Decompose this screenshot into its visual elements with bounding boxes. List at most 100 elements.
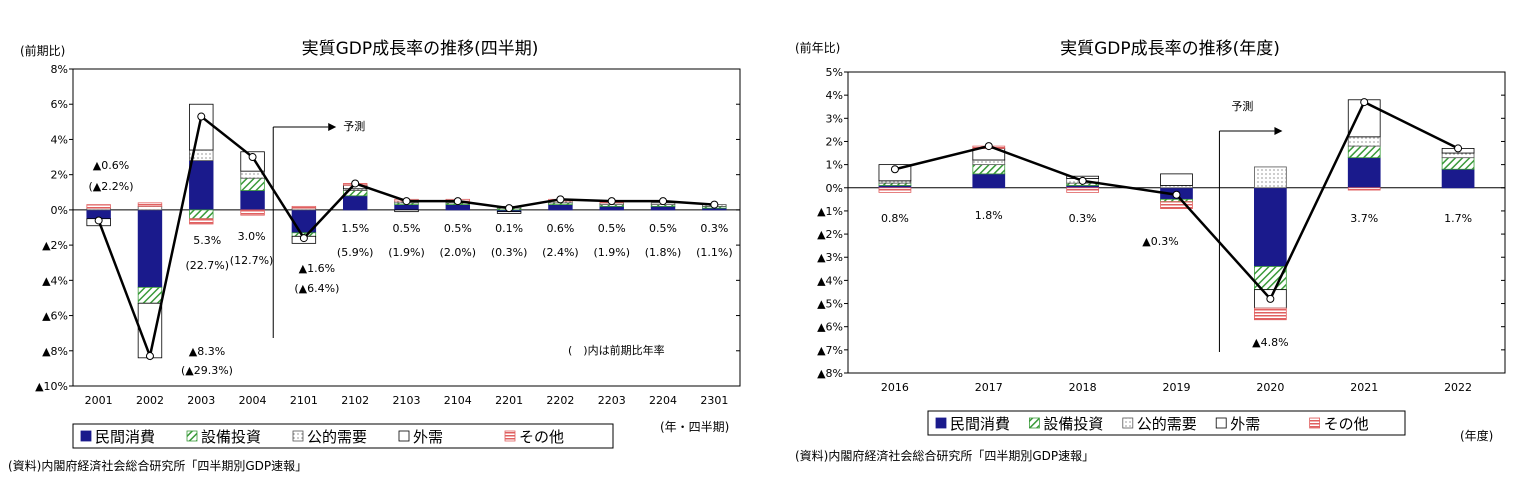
total-growth-point (402, 197, 411, 206)
left-y-unit-label: (前期比) (20, 43, 65, 58)
bar-segment-net-exports (1160, 173, 1193, 186)
y-tick-label: ▲6% (42, 310, 68, 323)
bar-segment-other (1160, 201, 1193, 210)
right-annual-chart: 5% 4% 3% 2% 1% 0% ▲1% ▲2% ▲3% ▲4% ▲5% ▲6% ▲7% ▲8% 2016… (817, 66, 1506, 394)
bar-segment-other (240, 209, 265, 216)
data-label-growth: 0.3% (700, 222, 728, 235)
data-label-growth: 0.8% (881, 212, 909, 225)
x-tick-label: 2101 (290, 394, 318, 407)
data-label-growth: 3.7% (1350, 212, 1378, 225)
data-label-growth: ▲8.3% (189, 345, 225, 358)
plot-frame (847, 71, 1506, 374)
legend-label: 公的需要 (307, 428, 367, 446)
x-tick-label: 2019 (1163, 381, 1191, 394)
bar-segment-public-demand (137, 205, 163, 211)
total-growth-point (1360, 98, 1369, 107)
data-label-annualized: (2.4%) (542, 246, 579, 259)
data-label-growth: ▲4.8% (1252, 336, 1288, 349)
bar-segment-capex (189, 209, 214, 220)
bar-segment-public-demand (1441, 152, 1475, 159)
bar-segment-other (1066, 187, 1099, 193)
bar-segment-private-consumption (548, 204, 573, 211)
left-quarterly-chart: 8% 6% 4% 2% 0% ▲2% ▲4% ▲6% ▲8% ▲10% 2001 2002 2003 20… (35, 63, 741, 407)
data-label-growth: 0.5% (444, 222, 472, 235)
bar-segment-private-consumption (972, 173, 1006, 189)
total-growth-point (659, 197, 668, 206)
x-tick-label: 2017 (975, 381, 1003, 394)
y-tick-label: 0% (51, 204, 68, 217)
total-growth-point (1266, 294, 1275, 303)
total-growth-point (248, 153, 257, 162)
legend-swatch (1122, 417, 1134, 429)
data-label-annualized: (1.8%) (645, 246, 682, 259)
total-growth-point (299, 234, 308, 243)
legend-box (72, 423, 614, 449)
total-growth-point (1172, 190, 1181, 199)
x-tick-label: 2202 (546, 394, 574, 407)
bar-segment-private-consumption (137, 209, 163, 288)
legend-label: 外需 (413, 428, 443, 446)
total-growth-point (710, 200, 719, 209)
x-tick-label: 2102 (341, 394, 369, 407)
data-label-growth: 3.0% (238, 230, 266, 243)
total-growth-point (984, 142, 993, 151)
x-tick-label: 2020 (1256, 381, 1284, 394)
bar-segment-other (137, 202, 163, 207)
bar-segment-other (1347, 187, 1381, 191)
y-tick-label: 2% (826, 135, 843, 148)
bar-segment-other (878, 187, 912, 193)
y-tick-label: ▲3% (817, 251, 843, 264)
data-label-annualized: (12.7%) (230, 254, 274, 267)
data-label-growth: ▲0.3% (1142, 235, 1178, 248)
bar-segment-capex (137, 286, 163, 304)
bar-segment-net-exports (137, 302, 163, 359)
total-growth-point (890, 165, 899, 174)
data-label-growth: 0.6% (546, 222, 574, 235)
data-label-annualized: (5.9%) (337, 246, 374, 259)
total-growth-point (556, 195, 565, 204)
bar-segment-capex (1441, 157, 1475, 170)
bar-segment-private-consumption (1441, 168, 1475, 189)
y-tick-label: 1% (826, 159, 843, 172)
total-growth-point (94, 216, 103, 225)
right-chart-title: 実質GDP成長率の推移(年度) (1060, 39, 1280, 59)
legend-swatch (398, 430, 410, 442)
x-tick-label: 2104 (444, 394, 472, 407)
bar-segment-private-consumption (342, 195, 368, 211)
data-label-annualized: (1.9%) (593, 246, 630, 259)
total-growth-point (197, 112, 206, 121)
bar-segment-private-consumption (445, 204, 471, 211)
y-tick-label: 4% (826, 89, 843, 102)
y-tick-label: 5% (826, 66, 843, 79)
forecast-arrow-head (1274, 127, 1283, 135)
data-label-annualized: (▲6.4%) (294, 282, 339, 295)
y-tick-label: ▲6% (817, 321, 843, 334)
data-label-growth: 0.3% (1069, 212, 1097, 225)
y-tick-label: 4% (51, 133, 68, 146)
x-tick-label: 2021 (1350, 381, 1378, 394)
legend-swatch (504, 430, 516, 442)
data-label-growth: 0.5% (649, 222, 677, 235)
bar-segment-net-exports (394, 209, 419, 213)
y-tick-label: ▲5% (817, 298, 843, 311)
y-tick-label: 0% (826, 182, 843, 195)
total-growth-point (1454, 144, 1463, 153)
bar-segment-capex (240, 177, 265, 191)
legend-label: 外需 (1230, 415, 1260, 433)
x-tick-label: 2022 (1444, 381, 1472, 394)
right-y-unit-label: (前年比) (795, 40, 840, 55)
y-tick-label: 2% (51, 169, 68, 182)
y-tick-label: ▲7% (817, 344, 843, 357)
legend-label: その他 (1324, 415, 1369, 433)
right-legend: 民間消費 設備投資 公的需要 外需 その他 (927, 410, 1406, 436)
bar-segment-net-exports (189, 103, 214, 151)
data-label-annualized: (22.7%) (186, 259, 230, 272)
y-tick-label: 8% (51, 63, 68, 76)
bar-segment-capex (1347, 145, 1381, 159)
x-tick-label: 2016 (881, 381, 909, 394)
legend-swatch (1215, 417, 1227, 429)
legend-label: 公的需要 (1137, 415, 1197, 433)
y-tick-label: ▲2% (42, 239, 68, 252)
bar-segment-public-demand (1347, 136, 1381, 147)
x-tick-label: 2003 (187, 394, 215, 407)
